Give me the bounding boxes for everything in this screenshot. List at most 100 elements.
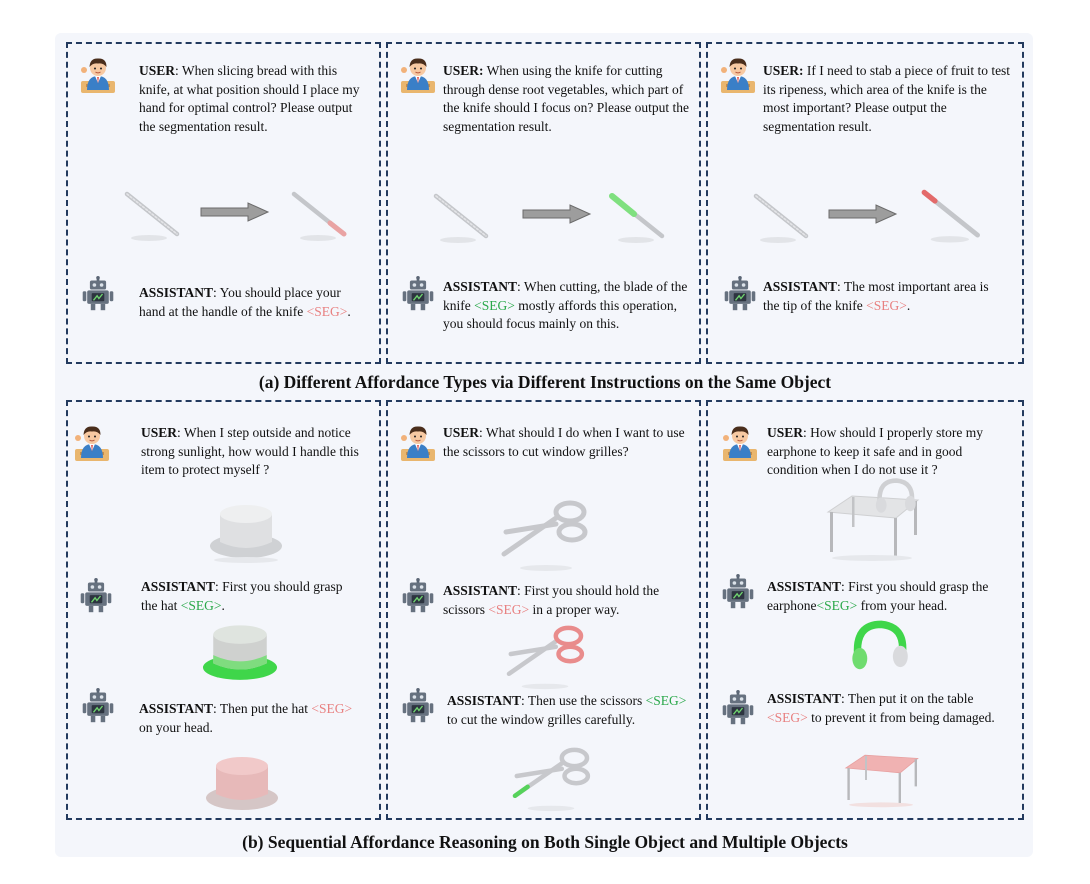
assistant-text-end: to prevent it from being damaged. [807,709,995,725]
seg-token: <SEG> [474,297,515,313]
assistant-step2: ASSISTANT: Then use the scissors <SEG> t… [447,692,687,729]
seg-token: <SEG> [311,701,353,716]
assistant-label: ASSISTANT [141,579,216,594]
assistant-label: ASSISTANT [763,279,838,294]
knife-handle-segmentation [291,191,347,241]
robot-assistant-icon [720,690,756,726]
assistant-text: : When cutting, the blade of the knife [443,279,688,313]
assistant-text-end: . [906,297,911,313]
user-text: If I need to stab a piece of fruit to te… [763,63,1011,134]
assistant-response: ASSISTANT: The most important area is th… [763,278,1003,315]
knife-input-image [432,190,492,250]
assistant-response: ASSISTANT: You should place your hand at… [139,284,364,321]
user-prompt: USER: How should I properly store my ear… [767,424,1015,480]
user-prompt: USER: If I need to stab a piece of fruit… [763,62,1013,136]
assistant-text-end: mostly affords this operation, you shoul… [443,297,677,332]
seg-token: <SEG> [816,597,858,613]
seg-token: <SEG> [645,693,687,708]
assistant-label: ASSISTANT [443,583,518,598]
knife-blade-segmentation [609,193,665,243]
user-label: USER: [443,63,484,78]
assistant-text-end: to cut the window grilles carefully. [447,711,636,727]
assistant-step1: ASSISTANT: First you should hold the sci… [443,582,688,619]
panel-b2 [386,400,701,820]
robot-assistant-icon [722,276,758,312]
seg-token: <SEG> [866,297,907,313]
assistant-text-end: . [347,303,351,319]
seg-token: <SEG> [180,597,222,613]
user-prompt: USER: When I step outside and notice str… [141,424,366,480]
robot-assistant-icon [720,574,756,610]
figure-background [55,33,1033,857]
assistant-text: : Then put the hat [213,701,312,716]
assistant-label: ASSISTANT [139,701,214,716]
user-label: USER: [763,63,804,78]
assistant-label: ASSISTANT [767,691,842,706]
assistant-text: : The most important area is the tip of … [763,279,989,313]
user-prompt: USER: When slicing bread with this knife… [139,62,367,136]
table-with-earphone-image [827,478,919,562]
assistant-step1: ASSISTANT: First you should grasp the ea… [767,578,1015,615]
hat-grasp-segmentation [202,625,278,680]
user-avatar-icon [718,54,758,94]
user-text: : When slicing bread with this knife, at… [139,63,360,134]
assistant-text-end: . [221,597,225,613]
hat-wear-segmentation [206,757,278,810]
robot-assistant-icon [80,688,116,724]
scissors-input-image [494,492,594,572]
seg-token: <SEG> [488,601,530,617]
caption-b: (b) Sequential Affordance Reasoning on B… [242,832,848,852]
assistant-text: : Then use the scissors [521,693,646,708]
assistant-label: ASSISTANT [767,579,842,594]
panel-a2 [386,42,701,364]
scissors-cut-segmentation [512,747,591,812]
user-text: : What should I do when I want to use th… [443,425,685,459]
assistant-text: : First you should hold the scissors [443,583,660,617]
user-avatar-icon [720,422,760,462]
user-label: USER [767,425,804,440]
user-text: : How should I properly store my earphon… [767,425,983,477]
knife-tip-segmentation [921,189,980,243]
assistant-text: : Then put it on the table [841,691,974,706]
user-avatar-icon [398,422,438,462]
seg-token: <SEG> [306,303,348,319]
robot-assistant-icon [80,276,116,312]
earphone-grasp-segmentation [852,620,908,670]
knife-input-image [123,188,183,248]
assistant-response: ASSISTANT: When cutting, the blade of th… [443,278,688,334]
user-text: When using the knife for cutting through… [443,63,689,134]
user-prompt: USER: What should I do when I want to us… [443,424,693,461]
assistant-step2: ASSISTANT: Then put the hat <SEG> on you… [139,700,359,737]
assistant-text: : You should place your hand at the hand… [139,285,341,319]
assistant-text-end: in a proper way. [529,601,620,617]
user-avatar-icon [398,54,438,94]
right-arrow-icon [522,204,592,224]
robot-assistant-icon [400,276,436,312]
panel-b1 [66,400,381,820]
user-label: USER [443,425,480,440]
assistant-label: ASSISTANT [443,279,518,294]
panel-a3 [706,42,1024,364]
table-place-segmentation [844,754,919,808]
user-avatar-icon [72,422,112,462]
hat-input-image [206,494,286,564]
robot-assistant-icon [400,688,436,724]
caption-a: (a) Different Affordance Types via Diffe… [258,372,832,392]
user-label: USER [141,425,178,440]
assistant-text-end: from your head. [857,597,948,613]
scissors-hold-segmentation [506,625,585,690]
user-prompt: USER: When using the knife for cutting t… [443,62,693,136]
right-arrow-icon [828,204,898,224]
assistant-step2: ASSISTANT: Then put it on the table <SEG… [767,690,1007,727]
seg-token: <SEG> [767,709,808,725]
user-text: : When I step outside and notice strong … [141,425,359,477]
panel-a1 [66,42,381,364]
assistant-step1: ASSISTANT: First you should grasp the ha… [141,578,361,615]
assistant-label: ASSISTANT [139,285,214,300]
user-avatar-icon [78,54,118,94]
robot-assistant-icon [400,578,436,614]
user-label: USER [139,63,176,78]
right-arrow-icon [200,202,270,222]
assistant-text: : First you should grasp the hat [141,579,343,613]
assistant-text: : First you should grasp the earphone [767,579,989,613]
